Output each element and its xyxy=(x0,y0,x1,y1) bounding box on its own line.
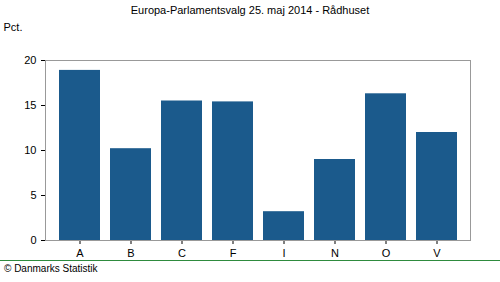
svg-text:15: 15 xyxy=(24,99,36,111)
svg-text:A: A xyxy=(76,247,84,259)
html-text:© Danmarks Statistik: © Danmarks Statistik xyxy=(4,263,98,274)
svg-text:O: O xyxy=(382,247,391,259)
svg-text:C: C xyxy=(178,247,186,259)
svg-text:N: N xyxy=(331,247,339,259)
svg-text:20: 20 xyxy=(24,54,36,66)
svg-text:0: 0 xyxy=(30,234,36,246)
svg-text:Pct.: Pct. xyxy=(4,21,23,33)
svg-text:V: V xyxy=(433,247,441,259)
svg-text:F: F xyxy=(230,247,237,259)
svg-text:10: 10 xyxy=(24,144,36,156)
svg-text:5: 5 xyxy=(30,189,36,201)
html-text:Europa-Parlamentsvalg 25. maj: Europa-Parlamentsvalg 25. maj 2014 - Råd… xyxy=(130,4,370,16)
svg-text:I: I xyxy=(282,247,285,259)
svg-text:B: B xyxy=(127,247,134,259)
